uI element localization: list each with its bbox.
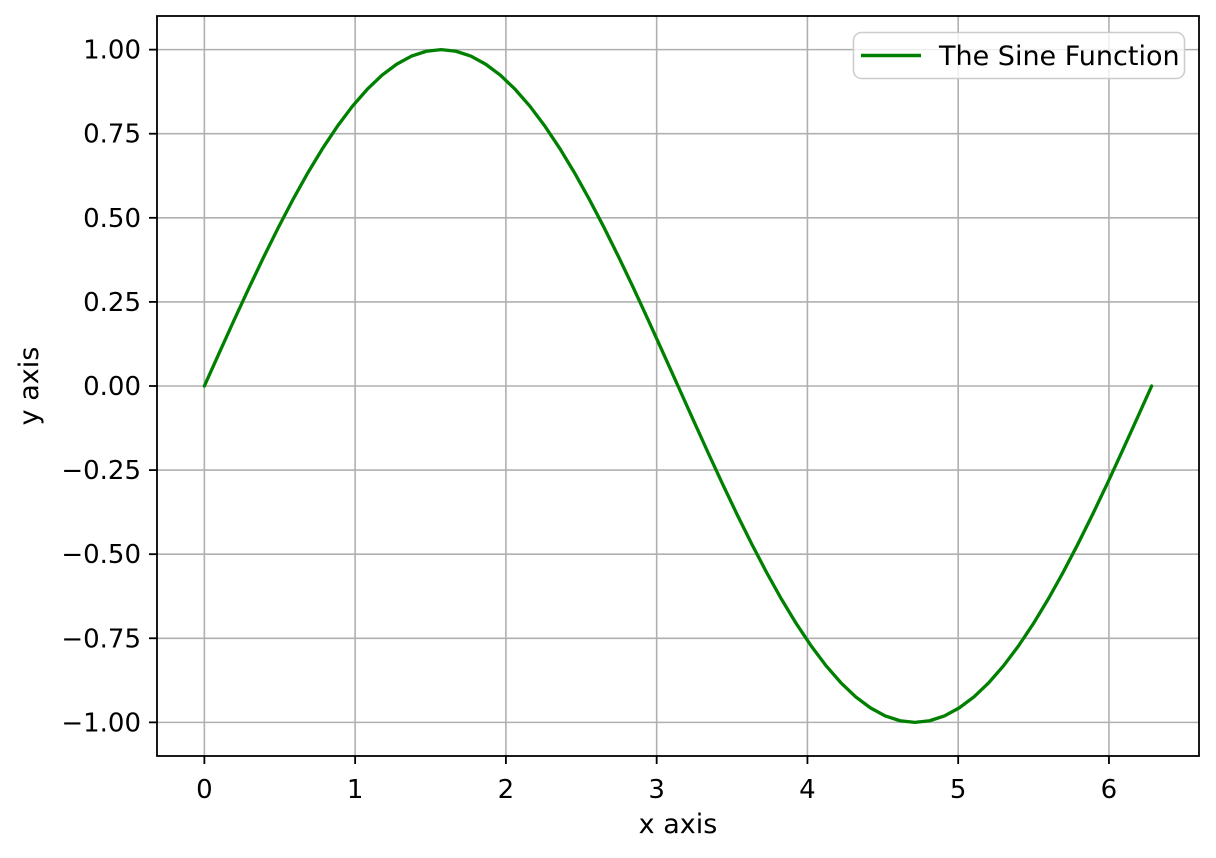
- x-tick-label: 1: [347, 775, 364, 805]
- x-tick-label: 3: [648, 775, 665, 805]
- legend-label: The Sine Function: [938, 41, 1180, 72]
- y-tick-label: 0.50: [83, 204, 141, 234]
- x-tick-label: 5: [950, 775, 967, 805]
- legend-box: [852, 31, 1186, 80]
- x-axis-label: x axis: [639, 809, 718, 840]
- y-tick-label: 1.00: [83, 36, 141, 66]
- x-tick-label: 6: [1101, 775, 1118, 805]
- y-axis-label: y axis: [14, 347, 45, 426]
- y-tick-label: 0.25: [83, 288, 141, 318]
- grid: [157, 16, 1199, 756]
- x-tick-label: 4: [799, 775, 816, 805]
- tick-labels: 0 1 2 3 4 5 6 −1.00 −0.75 −0.50 −0.25 0.00 0.25 0.50 0…: [61, 36, 1117, 805]
- legend: The Sine Function: [852, 31, 1186, 80]
- axes-frame: [156, 15, 1200, 757]
- y-tick-label: −1.00: [61, 708, 141, 738]
- y-tick-label: −0.50: [61, 540, 141, 570]
- y-tick-label: −0.75: [61, 624, 141, 654]
- y-tick-label: 0.00: [83, 372, 141, 402]
- x-tick-label: 0: [196, 775, 213, 805]
- y-tick-label: 0.75: [83, 120, 141, 150]
- ticks: [149, 48, 1110, 764]
- x-tick-label: 2: [498, 775, 515, 805]
- sine-curve: [202, 47, 1154, 725]
- y-tick-label: −0.25: [61, 456, 141, 486]
